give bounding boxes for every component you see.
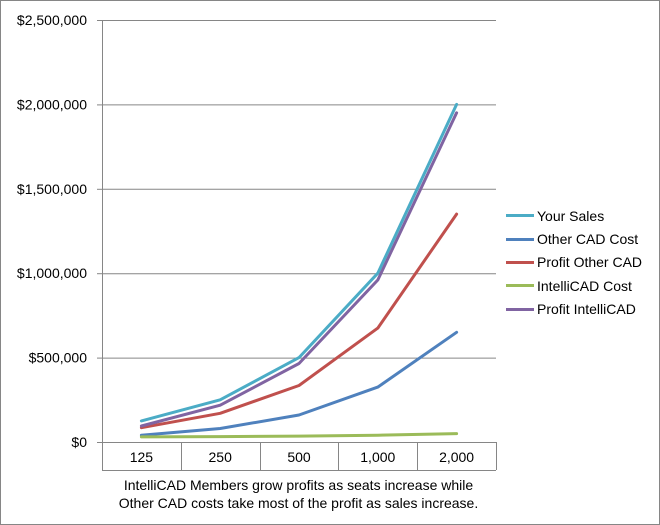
y-tick-label-5: $2,500,000 <box>17 12 87 28</box>
chart-caption: IntelliCAD Members grow profits as seats… <box>101 476 496 512</box>
x-tick-label-1: 250 <box>209 449 233 465</box>
y-tick-label-4: $2,000,000 <box>17 96 87 112</box>
legend-item-profit-intellicad: Profit IntelliCAD <box>506 298 656 321</box>
y-tick-label-2: $1,000,000 <box>17 265 87 281</box>
legend-item-intellicad-cost: IntelliCAD Cost <box>506 274 656 297</box>
x-tick-label-0: 125 <box>130 449 154 465</box>
x-tick-label-2: 500 <box>287 449 311 465</box>
legend-label: Your Sales <box>537 207 605 224</box>
chart-legend: Your Sales Other CAD Cost Profit Other CAD… <box>506 204 656 321</box>
legend-item-your-sales: Your Sales <box>506 204 656 227</box>
series-line-profit-intellicad <box>139 111 459 428</box>
x-tick-label-3: 1,000 <box>360 449 395 465</box>
legend-label: Profit IntelliCAD <box>537 301 636 318</box>
x-tick-label-4: 2,000 <box>439 449 474 465</box>
caption-line-1: IntelliCAD Members grow profits as seats… <box>123 477 474 493</box>
series-line-other-cad-cost <box>139 330 459 437</box>
legend-item-profit-other-cad: Profit Other CAD <box>506 251 656 274</box>
series-line-intellicad-cost <box>139 432 459 439</box>
legend-swatch <box>506 260 534 264</box>
legend-swatch <box>506 307 534 311</box>
legend-label: Other CAD Cost <box>537 231 639 248</box>
legend-swatch <box>506 237 534 241</box>
y-tick-label-3: $1,500,000 <box>17 181 87 197</box>
legend-label: Profit Other CAD <box>537 254 643 271</box>
caption-line-2: Other CAD costs take most of the profit … <box>118 495 479 511</box>
legend-label: IntelliCAD Cost <box>537 277 632 294</box>
legend-swatch <box>506 214 534 218</box>
legend-swatch <box>506 284 534 288</box>
y-tick-label-1: $500,000 <box>29 350 88 366</box>
y-tick-label-0: $0 <box>71 434 87 450</box>
series-line-profit-other-cad <box>139 212 459 430</box>
legend-item-other-cad-cost: Other CAD Cost <box>506 227 656 250</box>
series-line-your-sales <box>139 102 459 423</box>
